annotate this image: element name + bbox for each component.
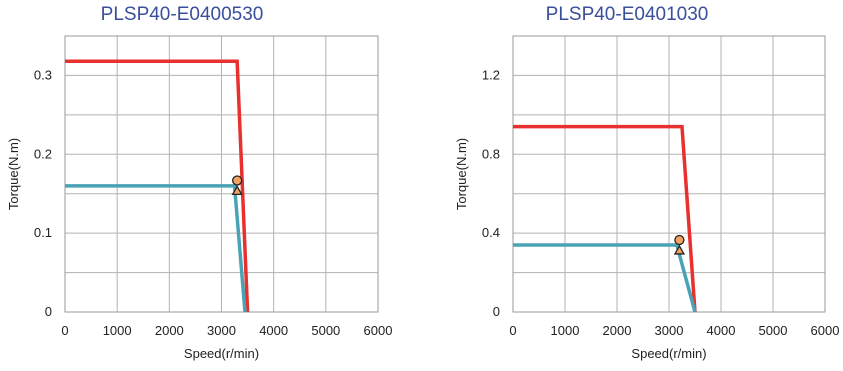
chart-panel-left: PLSP40-E0400530 0 1000 2000 3000 4000 5000 600… <box>0 0 421 371</box>
chart-panel-right: PLSP40-E0401030 0 1000 2000 3000 4000 5000 600… <box>421 0 843 371</box>
x-tick-label: 3000 <box>207 323 236 338</box>
series-line-peak-torque <box>65 59 250 313</box>
y-tick-label: 0.8 <box>482 146 500 161</box>
x-tick-label: 4000 <box>707 323 736 338</box>
x-tick-label: 5000 <box>311 323 340 338</box>
torque-speed-chart: 0 1000 2000 3000 4000 5000 6000 0 0.4 0.8 1.2 Speed… <box>454 35 840 361</box>
x-tick-label: 5000 <box>759 323 788 338</box>
y-tick-label: 0 <box>493 304 500 319</box>
x-tick-label: 0 <box>509 323 516 338</box>
y-tick-label: 0.1 <box>34 225 52 240</box>
series-line-rated-torque <box>65 184 247 313</box>
x-axis-label: Speed(r/min) <box>631 346 706 361</box>
plot-frame <box>512 35 826 313</box>
x-tick-label: 2000 <box>155 323 184 338</box>
series-line-peak-torque <box>513 124 697 313</box>
grid <box>512 35 826 313</box>
x-tick-label: 3000 <box>655 323 684 338</box>
chart-title: PLSP40-E0400530 <box>100 4 264 25</box>
x-tick-label: 6000 <box>811 323 840 338</box>
x-tick-label: 4000 <box>259 323 288 338</box>
rated-point-circle-marker <box>674 234 685 246</box>
x-tick-label: 0 <box>61 323 68 338</box>
y-tick-label: 0.2 <box>34 146 52 161</box>
y-tick-label: 1.2 <box>482 67 500 82</box>
grid <box>64 35 379 313</box>
rated-point-triangle-marker <box>673 244 686 255</box>
y-tick-label: 0.4 <box>482 225 500 240</box>
rated-point-triangle-marker <box>231 185 243 196</box>
y-axis-label: Torque(N.m) <box>454 138 469 210</box>
rated-point-circle-marker <box>231 175 243 186</box>
y-tick-label: 0.3 <box>34 67 52 82</box>
torque-speed-chart: 0 1000 2000 3000 4000 5000 6000 0 0.1 0.2 0.3 Speed… <box>6 35 393 361</box>
x-tick-label: 6000 <box>364 323 393 338</box>
x-axis-label: Speed(r/min) <box>184 346 259 361</box>
series-line-rated-torque <box>513 243 697 313</box>
x-tick-label: 2000 <box>603 323 632 338</box>
y-axis-label: Torque(N.m) <box>6 138 21 210</box>
x-tick-label: 1000 <box>103 323 132 338</box>
plot-frame <box>64 35 379 313</box>
y-tick-label: 0 <box>45 304 52 319</box>
chart-title: PLSP40-E0401030 <box>545 4 709 25</box>
x-tick-label: 1000 <box>551 323 580 338</box>
